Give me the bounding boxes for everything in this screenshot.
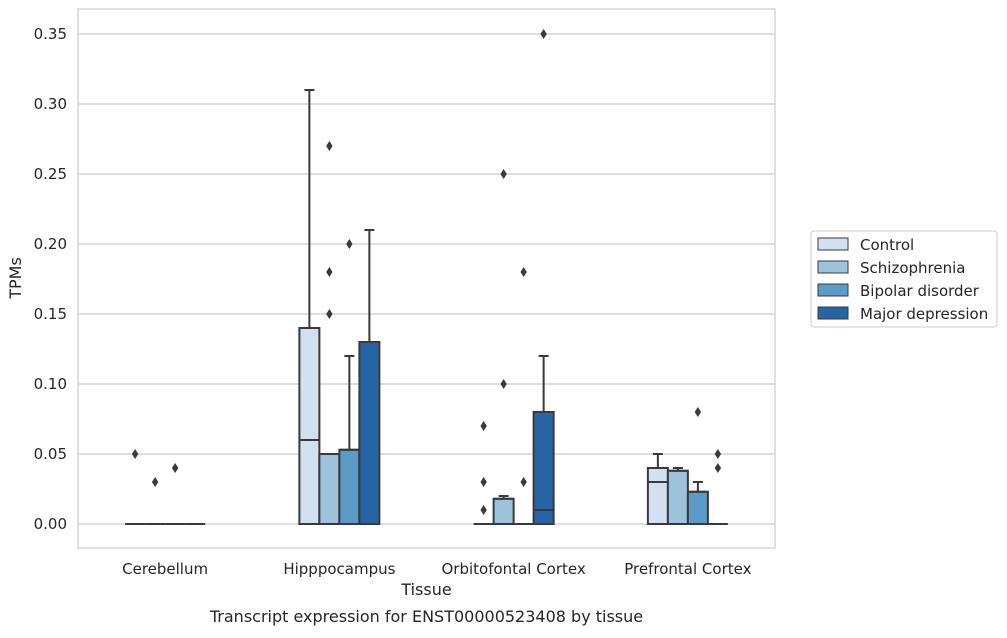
y-tick-label: 0.05 <box>34 445 67 463</box>
box <box>492 497 515 525</box>
box <box>686 490 709 525</box>
y-tick-label: 0.30 <box>34 95 67 113</box>
outlier-point <box>540 29 547 39</box>
box <box>318 453 341 525</box>
outlier-point <box>714 449 722 459</box>
outlier-point <box>500 169 507 179</box>
box <box>666 469 689 525</box>
outlier-point <box>500 379 507 389</box>
box-group <box>358 229 381 525</box>
box-group <box>298 89 321 525</box>
box <box>532 411 555 525</box>
legend-swatch <box>817 283 849 297</box>
outlier-point <box>694 407 702 417</box>
outlier-point <box>326 141 333 151</box>
box <box>358 341 381 525</box>
legend: Control Schizophrenia Bipolar disorder Majo… <box>810 230 998 328</box>
legend-swatch <box>817 306 849 320</box>
y-tick-label: 0.00 <box>34 515 67 533</box>
x-axis-ticks: Cerebellum Hipppocampus Orbitofontal Corte… <box>122 560 751 578</box>
grid-lines <box>78 33 775 525</box>
outlier-point <box>520 267 527 277</box>
outlier-point <box>326 267 333 277</box>
box-group <box>145 477 166 525</box>
outlier-point <box>480 505 487 515</box>
box-group <box>686 407 709 525</box>
x-tick-label: Hipppocampus <box>283 560 395 578</box>
y-tick-label: 0.35 <box>34 25 67 43</box>
legend-label: Bipolar disorder <box>860 282 980 300</box>
x-tick-label: Orbitofontal Cortex <box>442 560 586 578</box>
x-axis-label: Tissue <box>400 580 451 599</box>
outlier-point <box>131 449 139 459</box>
outlier-point <box>171 463 179 473</box>
legend-swatch <box>817 260 849 274</box>
box-group <box>165 463 186 525</box>
outlier-point <box>326 309 333 319</box>
x-tick-label: Cerebellum <box>122 560 208 578</box>
plot-area <box>77 8 776 549</box>
y-tick-label: 0.10 <box>34 375 67 393</box>
legend-swatch <box>817 237 849 251</box>
box-group <box>492 169 515 525</box>
outlier-point <box>151 477 159 487</box>
box-group <box>318 141 341 525</box>
y-axis-label: TPMs <box>6 257 25 300</box>
box-group <box>666 467 689 525</box>
box <box>338 448 361 525</box>
y-tick-label: 0.20 <box>34 235 67 253</box>
legend-label: Major depression <box>860 305 988 323</box>
box-group <box>532 29 555 525</box>
box-group <box>473 421 494 525</box>
box-group <box>513 267 534 525</box>
legend-label: Control <box>860 236 914 254</box>
outlier-point <box>480 477 487 487</box>
outlier-point <box>480 421 487 431</box>
box <box>646 467 669 525</box>
box <box>298 327 321 525</box>
legend-frame <box>810 230 998 328</box>
y-tick-label: 0.15 <box>34 305 67 323</box>
box-group <box>125 449 146 525</box>
outlier-point <box>714 463 722 473</box>
box-plot-marks <box>125 29 728 525</box>
y-tick-label: 0.25 <box>34 165 67 183</box>
chart-caption: Transcript expression for ENST0000052340… <box>209 607 643 626</box>
box-group <box>707 449 728 525</box>
outlier-point <box>520 477 527 487</box>
x-tick-label: Prefrontal Cortex <box>624 560 751 578</box>
legend-label: Schizophrenia <box>860 259 965 277</box>
y-axis-ticks: 0.00 0.05 0.10 0.15 0.20 0.25 0.30 0.35 <box>34 25 67 533</box>
outlier-point <box>346 239 353 249</box>
